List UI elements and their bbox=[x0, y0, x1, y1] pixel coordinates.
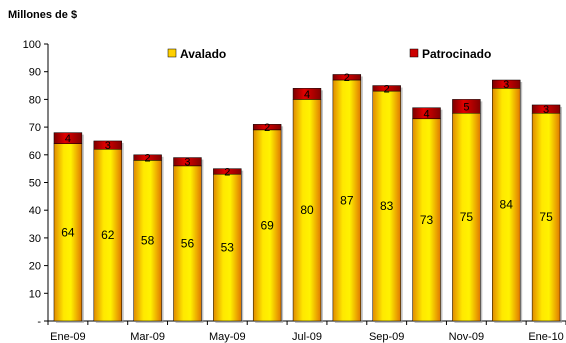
y-tick-label: 100 bbox=[23, 39, 41, 51]
bar-avalado bbox=[332, 79, 362, 322]
bar-patrocinado bbox=[93, 140, 122, 150]
data-label-avalado: 80 bbox=[300, 203, 314, 217]
data-label-avalado: 73 bbox=[420, 213, 434, 227]
y-tick-label: 70 bbox=[29, 122, 41, 134]
bar-avalado bbox=[173, 165, 202, 322]
x-tick-label: Ene-10 bbox=[528, 331, 563, 343]
bar-avalado bbox=[93, 149, 122, 322]
data-label-patrocinado: 4 bbox=[304, 89, 310, 101]
bar-avalado bbox=[53, 143, 83, 322]
data-label-patrocinado: 2 bbox=[344, 72, 350, 84]
data-label-patrocinado: 4 bbox=[65, 133, 71, 145]
data-label-avalado: 62 bbox=[101, 228, 115, 242]
data-label-avalado: 75 bbox=[460, 210, 474, 224]
data-label-avalado: 87 bbox=[340, 194, 354, 208]
bar-avalado bbox=[213, 173, 242, 322]
y-tick-label: 30 bbox=[29, 233, 41, 245]
bar-patrocinado bbox=[452, 99, 481, 114]
bar-avalado bbox=[292, 99, 322, 322]
bar-avalado bbox=[452, 113, 481, 322]
data-label-patrocinado: 2 bbox=[264, 122, 270, 134]
y-tick-label: 10 bbox=[29, 288, 41, 300]
data-label-patrocinado: 3 bbox=[503, 79, 509, 91]
bar-patrocinado bbox=[252, 124, 282, 131]
data-label-patrocinado: 3 bbox=[105, 140, 111, 152]
bar-avalado bbox=[412, 118, 441, 322]
data-label-patrocinado: 2 bbox=[384, 83, 390, 95]
bar-patrocinado bbox=[412, 107, 441, 120]
x-tick-label: Jul-09 bbox=[292, 331, 322, 343]
bar-patrocinado bbox=[53, 132, 83, 144]
data-label-avalado: 64 bbox=[61, 225, 75, 239]
x-tick-label: Nov-09 bbox=[449, 331, 484, 343]
data-label-patrocinado: 2 bbox=[224, 166, 230, 178]
y-tick-label: 60 bbox=[29, 150, 41, 162]
bar-patrocinado bbox=[133, 154, 162, 161]
data-label-patrocinado: 2 bbox=[145, 153, 151, 165]
data-label-avalado: 58 bbox=[141, 234, 155, 248]
legend-swatch-avalado bbox=[167, 48, 177, 58]
data-label-avalado: 75 bbox=[539, 210, 553, 224]
legend: Avalado Patrocinado bbox=[167, 47, 491, 61]
x-tick-label: Sep-09 bbox=[369, 331, 404, 343]
y-tick-label: 20 bbox=[29, 261, 41, 273]
data-label-patrocinado: 3 bbox=[543, 104, 549, 116]
y-tick-label: 80 bbox=[29, 94, 41, 106]
data-label-patrocinado: 5 bbox=[463, 101, 469, 113]
x-tick-label: May-09 bbox=[209, 331, 246, 343]
y-tick-label: 40 bbox=[29, 205, 41, 217]
axes: - 10 20 30 40 50 60 70 80 90 100 Ene-09 Mar-09 May-09… bbox=[23, 39, 566, 343]
y-axis-title: Millones de $ bbox=[8, 9, 78, 21]
y-tick-label: 90 bbox=[29, 67, 41, 79]
bar-patrocinado bbox=[292, 88, 322, 100]
bar-avalado bbox=[252, 129, 282, 322]
bar-avalado bbox=[133, 160, 162, 322]
x-tick-label: Mar-09 bbox=[130, 331, 165, 343]
bar-avalado bbox=[372, 90, 401, 322]
x-tick-label: Ene-09 bbox=[50, 331, 85, 343]
legend-label-avalado: Avalado bbox=[180, 47, 226, 61]
bars: 64 4 62 3 58 2 56 3 53 2 69 2 80 4 87 2 83 2 73 4 75 5 84 3 75 3 bbox=[53, 72, 563, 324]
y-tick-label: - bbox=[37, 316, 41, 328]
bar-patrocinado bbox=[332, 74, 362, 81]
bar-patrocinado bbox=[492, 79, 521, 89]
legend-swatch-patrocinado bbox=[409, 48, 419, 58]
data-label-avalado: 53 bbox=[221, 241, 235, 255]
data-label-patrocinado: 4 bbox=[423, 108, 429, 120]
bar-patrocinado bbox=[213, 168, 242, 175]
data-label-avalado: 56 bbox=[181, 236, 195, 250]
data-label-avalado: 83 bbox=[380, 199, 394, 213]
bar-patrocinado bbox=[372, 85, 401, 92]
data-label-avalado: 84 bbox=[500, 198, 514, 212]
bar-patrocinado bbox=[173, 157, 202, 167]
bar-patrocinado bbox=[531, 104, 561, 114]
y-tick-label: 50 bbox=[29, 178, 41, 190]
data-label-patrocinado: 3 bbox=[184, 157, 190, 169]
bar-avalado bbox=[531, 113, 561, 322]
data-label-avalado: 69 bbox=[260, 218, 274, 232]
bar-avalado bbox=[492, 88, 521, 322]
legend-label-patrocinado: Patrocinado bbox=[422, 47, 491, 61]
